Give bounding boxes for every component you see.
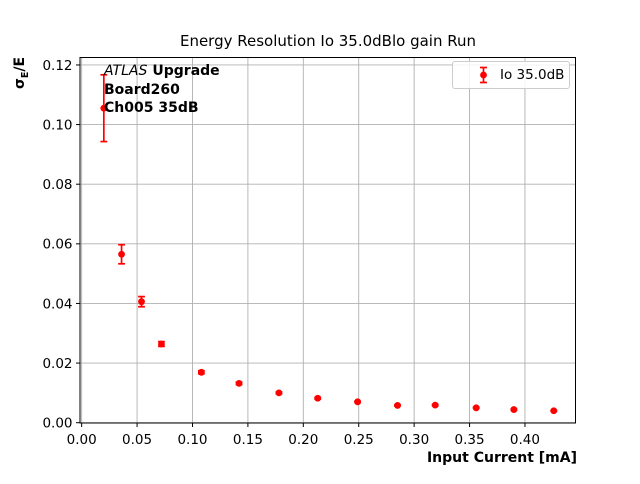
- data-point: [275, 389, 283, 397]
- y-tick-label: 0.12: [42, 58, 72, 74]
- annotation-line-3: Ch005 35dB: [104, 100, 199, 116]
- x-tick-label: 0.20: [288, 432, 318, 448]
- data-point: [118, 250, 125, 258]
- y-tick-label: 0.04: [42, 296, 72, 312]
- annotation-line-1: ATLAS Upgrade: [104, 62, 220, 81]
- y-tick-label: 0.06: [42, 237, 72, 253]
- data-point: [472, 404, 480, 412]
- y-tick-label: 0.02: [42, 356, 72, 372]
- data-point: [314, 394, 322, 402]
- y-tick-label: 0.00: [42, 416, 72, 432]
- data-point: [100, 104, 108, 112]
- chart-title: Energy Resolution Io 35.0dBlo gain Run: [179, 32, 477, 50]
- x-tick-label: 0.30: [399, 432, 429, 448]
- x-tick-label: 0.05: [122, 432, 152, 448]
- x-axis-label: Input Current [mA]: [426, 450, 577, 466]
- annotation-line-2: Board260: [104, 81, 180, 98]
- ylabel-sigma: σ: [12, 78, 28, 89]
- x-tick-label: 0.40: [510, 432, 540, 448]
- data-point: [510, 406, 518, 413]
- data-point: [354, 398, 362, 406]
- y-tick-label: 0.08: [42, 177, 72, 193]
- x-tick-label: 0.00: [67, 432, 97, 448]
- x-tick-label: 0.25: [344, 432, 374, 448]
- legend-series-label: Io 35.0dB: [500, 66, 565, 83]
- x-tick-label: 0.10: [177, 432, 207, 448]
- data-point: [394, 402, 401, 409]
- legend-errorbar-icon: [480, 66, 487, 83]
- x-tick-label: 0.15: [233, 432, 263, 448]
- data-point: [197, 368, 205, 376]
- x-tick-label: 0.35: [455, 432, 485, 448]
- data-point: [431, 401, 439, 409]
- data-point: [158, 340, 165, 348]
- plot-border: [79, 57, 576, 424]
- ylabel-rest: /E: [12, 56, 28, 72]
- y-tick-label: 0.10: [42, 117, 72, 133]
- annotation-block: ATLAS Upgrade Board260 Ch005 35dB: [104, 62, 220, 118]
- ylabel-subscript: E: [19, 71, 31, 79]
- data-point: [235, 379, 243, 387]
- y-axis-label: σE/E: [12, 57, 31, 89]
- data-point: [550, 407, 558, 415]
- upgrade-label: Upgrade: [152, 63, 220, 79]
- legend: Io 35.0dB: [452, 60, 570, 89]
- atlas-label: ATLAS: [104, 63, 148, 79]
- data-point: [138, 298, 145, 306]
